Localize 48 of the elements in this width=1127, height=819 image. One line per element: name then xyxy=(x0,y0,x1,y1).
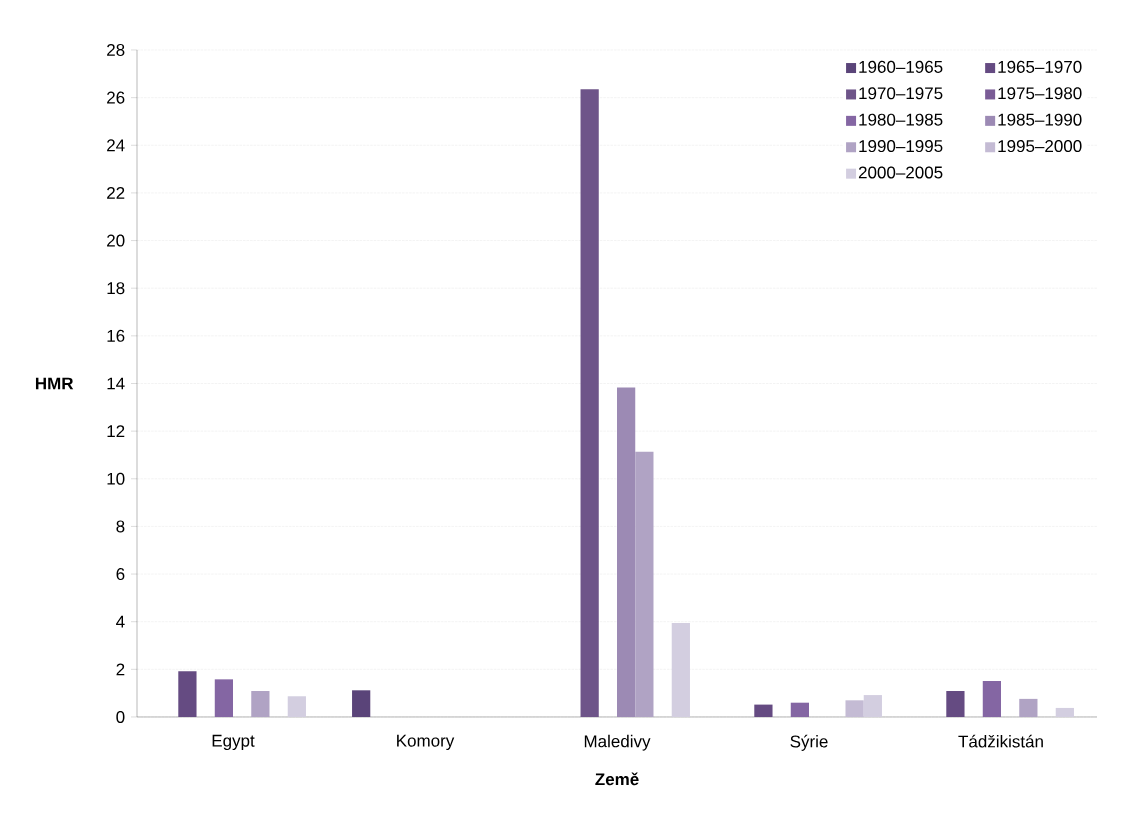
y-tick-label: 26 xyxy=(107,91,125,104)
legend-label: 1995–2000 xyxy=(998,140,1082,153)
y-tick-label: 24 xyxy=(107,139,125,152)
legend-label: 1975–1980 xyxy=(998,87,1082,100)
y-tick-label: 14 xyxy=(107,377,125,390)
legend-label: 1970–1975 xyxy=(859,87,943,100)
bar xyxy=(946,691,965,717)
legend-label: 1960–1965 xyxy=(859,60,943,73)
x-tick-label: Sýrie xyxy=(790,734,828,751)
x-tick-label: Komory xyxy=(397,734,455,751)
bar xyxy=(671,622,690,717)
bar xyxy=(863,695,882,717)
bar xyxy=(251,691,270,717)
bar xyxy=(1019,698,1038,717)
bar xyxy=(617,387,636,717)
y-tick-label: 10 xyxy=(107,472,125,485)
y-tick-label: 0 xyxy=(116,710,125,724)
bar xyxy=(982,681,1002,717)
x-axis-title: Země xyxy=(595,772,639,786)
bar xyxy=(352,690,371,717)
y-tick-label: 20 xyxy=(107,234,125,247)
legend-label: 1985–1990 xyxy=(998,113,1082,126)
legend-label: 1965–1970 xyxy=(998,60,1082,73)
bar xyxy=(214,679,234,717)
y-tick-label: 12 xyxy=(107,425,125,438)
legend-label: 2000–2005 xyxy=(858,166,943,179)
y-tick-label: 4 xyxy=(116,615,125,628)
y-tick-label: 16 xyxy=(107,329,125,342)
x-tick-label: Maledivy xyxy=(584,734,651,751)
y-tick-label: 2 xyxy=(116,663,125,676)
y-tick-label: 28 xyxy=(107,43,125,57)
y-tick-label: 8 xyxy=(116,520,125,533)
bar xyxy=(178,671,197,717)
bar xyxy=(1055,707,1074,717)
y-tick-label: 18 xyxy=(107,282,125,295)
x-tick-label: Egypt xyxy=(212,734,255,751)
bar xyxy=(845,700,864,717)
x-tick-label: Tádžikistán xyxy=(958,734,1043,748)
bar xyxy=(635,451,654,717)
bar xyxy=(580,89,599,717)
bar xyxy=(287,696,306,717)
y-axis-title: HMR xyxy=(35,377,74,390)
legend-label: 1990–1995 xyxy=(859,140,943,153)
legend-label: 1980–1985 xyxy=(859,113,943,126)
bar xyxy=(754,704,773,717)
y-tick-label: 6 xyxy=(116,568,125,581)
y-tick-label: 22 xyxy=(107,186,125,199)
bar xyxy=(790,702,810,717)
